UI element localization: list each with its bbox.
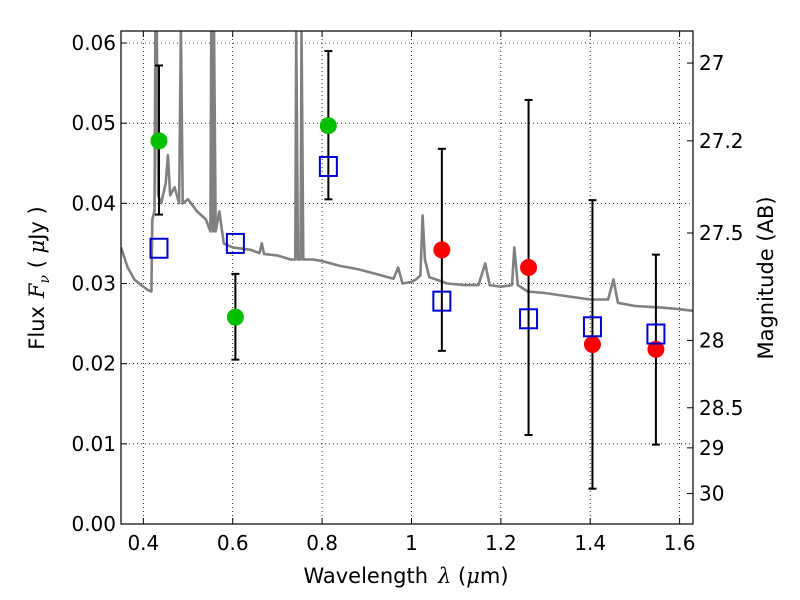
x-tick-label: 0.6 xyxy=(217,531,249,555)
y2-axis-ticks: 27 27.2 27.5 28 28.5 29 30 xyxy=(687,51,744,506)
nir-detections-point xyxy=(520,258,538,276)
x-tick-label: 1.4 xyxy=(574,531,606,555)
y-axis-label: FluxFν ( μJy ) xyxy=(25,206,53,349)
x-axis-label: Wavelength λ (μm) xyxy=(303,564,508,588)
detections-point xyxy=(226,308,244,326)
nir-detections-point xyxy=(583,335,601,353)
x-tick-label: 1.6 xyxy=(664,531,696,555)
nir-detections-point xyxy=(433,241,451,259)
x-tick-label: 1 xyxy=(405,531,418,555)
y-tick-label: 0.04 xyxy=(71,191,116,215)
error-bars xyxy=(154,50,660,490)
plot-area xyxy=(121,31,693,490)
x-axis-ticks: 0.4 0.6 0.8 1 1.2 1.4 1.6 xyxy=(127,31,696,555)
model-fluxes-point xyxy=(318,155,338,177)
y-tick-label: 0.02 xyxy=(71,352,116,376)
data-markers xyxy=(149,117,666,358)
y-tick-label: 0.03 xyxy=(71,272,116,296)
x-tick-label: 0.8 xyxy=(306,531,338,555)
template-spectrum xyxy=(121,31,693,313)
model-fluxes-point xyxy=(432,290,452,312)
y-tick-label: 0.06 xyxy=(71,31,116,55)
model-fluxes-point xyxy=(519,308,539,330)
grid-lines xyxy=(121,31,693,525)
spectrum-line xyxy=(121,31,693,313)
plot-frame xyxy=(120,30,694,525)
y2-tick-label: 27.2 xyxy=(699,129,744,153)
y-axis-ticks: 0.00 0.01 0.02 0.03 0.04 0.05 0.06 xyxy=(71,31,127,536)
detections-point xyxy=(319,117,337,135)
model-fluxes-point xyxy=(582,316,602,338)
x-tick-label: 0.4 xyxy=(127,531,159,555)
y2-tick-label: 30 xyxy=(699,482,724,506)
y-tick-label: 0.01 xyxy=(71,432,116,456)
y-tick-label: 0.00 xyxy=(71,512,116,536)
detections-point xyxy=(150,132,168,150)
y2-tick-label: 27 xyxy=(699,51,724,75)
y2-tick-label: 27.5 xyxy=(699,221,744,245)
model-fluxes-point xyxy=(149,237,169,259)
model-fluxes-point xyxy=(646,323,666,345)
nir-detections-point xyxy=(647,340,665,358)
y2-axis-label: Magnitude (AB) xyxy=(754,196,778,359)
model-fluxes-point xyxy=(225,232,245,254)
x-tick-label: 1.2 xyxy=(485,531,517,555)
y-tick-label: 0.05 xyxy=(71,111,116,135)
y2-tick-label: 28 xyxy=(699,328,724,352)
y2-tick-label: 28.5 xyxy=(699,396,744,420)
y2-tick-label: 29 xyxy=(699,436,724,460)
